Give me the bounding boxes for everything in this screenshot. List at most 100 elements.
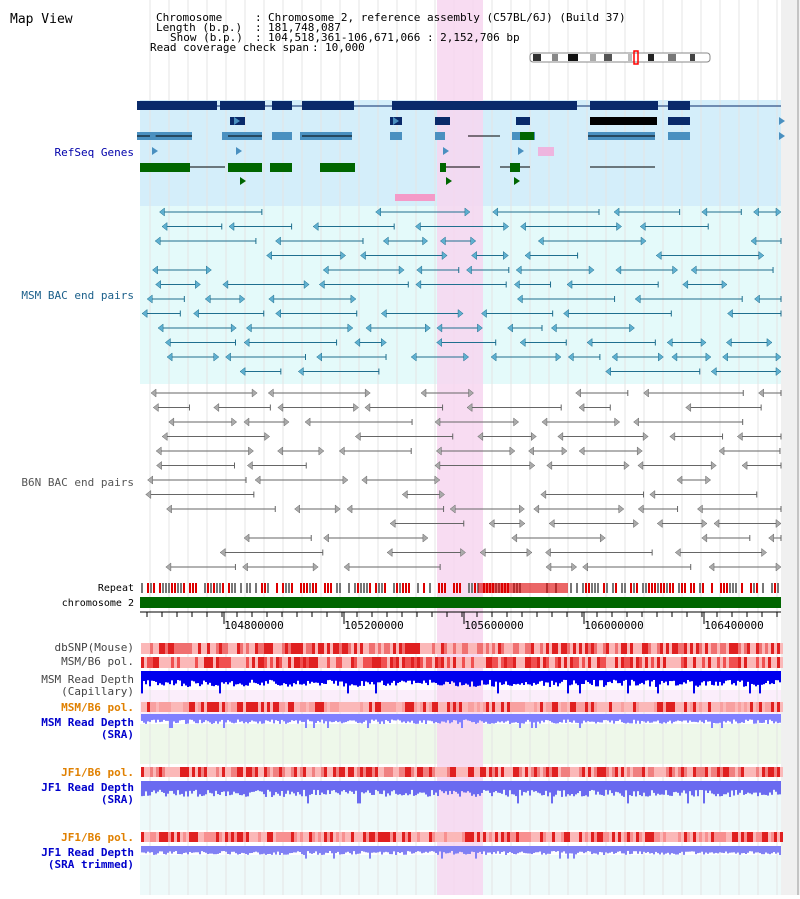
depth-bar [347, 714, 349, 722]
polymorphism-cell [312, 643, 315, 654]
depth-bar [299, 671, 301, 685]
bac-end [156, 460, 162, 471]
chromosome-bar[interactable] [140, 597, 781, 608]
repeat-element [240, 583, 242, 593]
polymorphism-cell [663, 832, 666, 842]
depth-bar [195, 846, 197, 853]
depth-bar [213, 671, 215, 687]
depth-bar [149, 846, 151, 853]
depth-bar [761, 781, 763, 795]
polymorphism-cell [366, 643, 369, 654]
depth-bar [359, 671, 361, 686]
depth-bar [415, 781, 417, 796]
depth-bar [431, 781, 433, 791]
chromosome-ideogram[interactable] [529, 50, 711, 65]
depth-bar [247, 671, 249, 686]
bac-end [488, 518, 495, 529]
depth-bar [149, 671, 151, 687]
depth-bar [707, 781, 709, 793]
b6n-bac-track[interactable] [145, 388, 782, 572]
depth-bar [223, 671, 225, 684]
gene-model [520, 132, 534, 140]
polymorphism-cell [378, 832, 381, 842]
polymorphism-cell [240, 643, 243, 654]
polymorphism-cell [765, 657, 768, 668]
polymorphism-cell [576, 657, 579, 668]
refseq-genes-track[interactable] [137, 101, 785, 201]
depth-bar [685, 671, 687, 684]
depth-bar [239, 846, 241, 855]
bac-end [768, 533, 775, 543]
depth-bar [285, 714, 287, 724]
polymorphism-cell [474, 767, 477, 777]
polymorphism-cell [285, 767, 288, 777]
polymorphism-cell [165, 702, 168, 712]
polymorphism-cell [270, 702, 273, 712]
polymorphism-cell [705, 767, 708, 777]
bac-end [435, 446, 442, 456]
polymorphism-cell [372, 832, 375, 842]
polymorphism-cell [759, 702, 762, 712]
polymorphism-cell [192, 702, 195, 712]
depth-bar [583, 846, 585, 854]
polymorphism-cell [603, 657, 606, 668]
bac-end [254, 475, 261, 485]
polymorphism-cell [621, 702, 624, 712]
depth-bar [397, 671, 399, 683]
repeat-element [384, 583, 386, 593]
msm-bac-track[interactable] [141, 207, 782, 377]
depth-bar [759, 846, 761, 854]
depth-bar [213, 781, 215, 797]
polymorphism-cell [474, 832, 477, 842]
bac-end [727, 308, 733, 319]
polymorphism-cell [393, 643, 396, 654]
polymorphism-cell [723, 767, 726, 777]
depth-bar [679, 846, 681, 854]
polymorphism-cell [330, 832, 333, 842]
polymorphism-cell [408, 832, 411, 842]
depth-bar [167, 781, 169, 794]
bac-end [546, 460, 553, 471]
depth-bar [413, 846, 415, 854]
polymorphism-cell [753, 767, 756, 777]
repeat-element [651, 583, 653, 593]
depth-bar [263, 781, 265, 795]
polymorphism-cell [618, 767, 621, 777]
repeat-track[interactable] [141, 583, 779, 593]
read-depth-tracks[interactable] [141, 671, 781, 859]
polymorphism-cell [144, 767, 147, 777]
depth-bar [577, 781, 579, 794]
depth-bar [177, 671, 179, 681]
polymorphism-cell [357, 643, 360, 654]
polymorphism-cell [261, 657, 264, 668]
polymorphism-cell [495, 657, 498, 668]
polymorphism-cell [744, 657, 747, 668]
polymorphism-cell [456, 702, 459, 712]
depth-bar [603, 714, 605, 721]
polymorphism-cell [318, 657, 321, 668]
polymorphism-cell [246, 643, 249, 654]
depth-bar [413, 671, 415, 681]
depth-bar [235, 781, 237, 794]
polymorphism-cell [696, 702, 699, 712]
polymorphism-cell [657, 832, 660, 842]
depth-bar [659, 714, 661, 724]
depth-bar [491, 781, 493, 797]
polymorphism-cell [525, 657, 528, 668]
polymorphism-cell [177, 657, 180, 668]
polymorphism-cell [162, 832, 165, 842]
polymorphism-tracks[interactable] [141, 643, 783, 842]
depth-bar [679, 671, 681, 685]
depth-bar [229, 781, 231, 796]
repeat-element [444, 583, 446, 593]
polymorphism-cell [720, 702, 723, 712]
depth-bar [485, 846, 487, 855]
strand-arrow [518, 147, 524, 155]
depth-bar [219, 781, 221, 795]
polymorphism-cell [432, 702, 435, 712]
depth-bar [771, 714, 773, 722]
polymorphism-cell [354, 643, 357, 654]
polymorphism-cell [717, 767, 720, 777]
bac-end [323, 533, 329, 543]
